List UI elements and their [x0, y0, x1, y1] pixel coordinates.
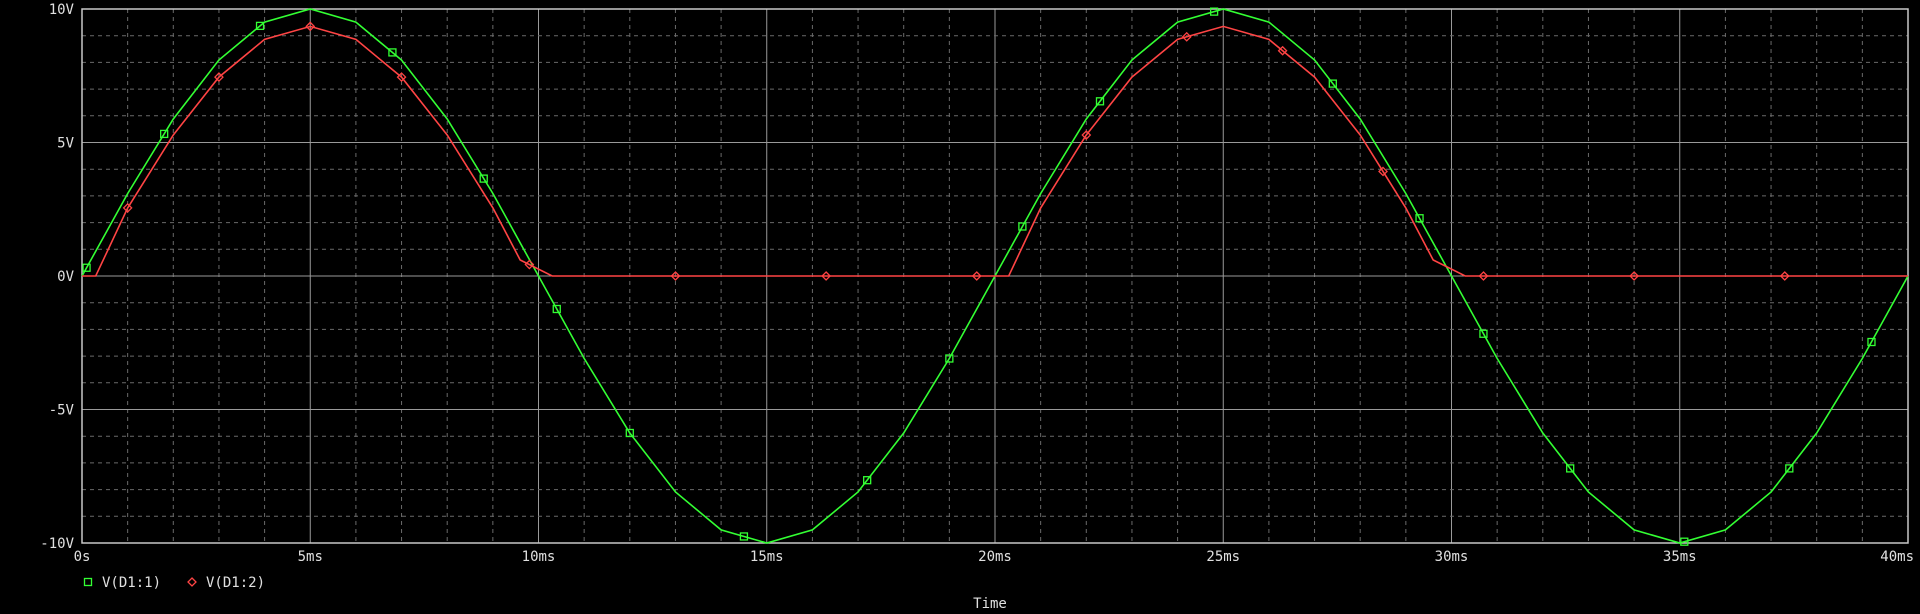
x-tick-labels: 0s 5ms 10ms 15ms 20ms 25ms 30ms 35ms 40ms [74, 549, 1914, 565]
legend: V(D1:1) V(D1:2) [83, 575, 265, 591]
y-tick-label: 0V [57, 269, 74, 285]
legend-label: V(D1:2) [206, 575, 265, 591]
y-tick-label: 10V [49, 2, 75, 18]
data-point-marker [1277, 45, 1288, 56]
x-axis-label: Time [973, 596, 1007, 612]
data-point-marker [945, 354, 954, 363]
data-point-marker [1081, 130, 1092, 140]
data-point-marker [1479, 329, 1488, 338]
data-point-marker [1680, 537, 1689, 546]
data-point-marker [82, 263, 91, 272]
data-point-marker [1867, 337, 1876, 347]
data-point-marker [1378, 166, 1388, 177]
data-point-marker [971, 271, 982, 281]
legend-item-2: V(D1:2) [187, 575, 265, 591]
data-point-marker [863, 476, 872, 485]
data-point-marker [1018, 222, 1027, 231]
data-point-marker [821, 271, 832, 281]
series-2 [82, 21, 1908, 281]
data-point-marker [396, 72, 407, 83]
y-tick-label: 5V [57, 136, 74, 152]
x-tick-label: 10ms [522, 549, 556, 565]
data-point-marker [670, 271, 681, 281]
data-point-marker [1095, 97, 1105, 106]
data-point-marker [1779, 271, 1790, 281]
data-point-marker [160, 129, 169, 139]
data-point-marker [1328, 79, 1337, 88]
x-tick-label: 35ms [1663, 549, 1697, 565]
data-point-marker [388, 48, 397, 57]
legend-label: V(D1:1) [102, 575, 161, 591]
data-point-marker [122, 202, 133, 213]
x-tick-label: 0s [74, 549, 91, 565]
data-point-marker [214, 72, 224, 83]
data-point-marker [625, 428, 634, 438]
series-layer [81, 7, 1909, 546]
y-tick-label: -5V [49, 403, 75, 419]
x-tick-label: 30ms [1435, 549, 1469, 565]
x-tick-label: 15ms [750, 549, 784, 565]
data-point-marker [524, 259, 535, 270]
legend-square-marker [83, 577, 93, 587]
data-point-marker [1566, 464, 1575, 473]
data-point-marker [1478, 271, 1489, 281]
data-point-marker [739, 532, 749, 541]
data-point-marker [552, 304, 561, 314]
x-tick-label: 20ms [978, 549, 1012, 565]
x-tick-label: 5ms [298, 549, 323, 565]
data-point-marker [1785, 464, 1794, 473]
data-point-marker [1181, 31, 1192, 42]
x-tick-label: 25ms [1206, 549, 1240, 565]
y-tick-labels: 10V 5V 0V -5V -10V [40, 2, 74, 552]
legend-item-1: V(D1:1) [83, 575, 161, 591]
y-tick-label: -10V [40, 536, 74, 552]
data-point-marker [1415, 214, 1424, 223]
legend-diamond-marker [187, 577, 197, 587]
data-point-marker [305, 21, 316, 32]
x-tick-label: 40ms [1880, 549, 1914, 565]
data-point-marker [1209, 7, 1219, 16]
data-point-marker [479, 174, 488, 183]
data-point-marker [1629, 271, 1640, 281]
data-point-marker [255, 21, 265, 31]
